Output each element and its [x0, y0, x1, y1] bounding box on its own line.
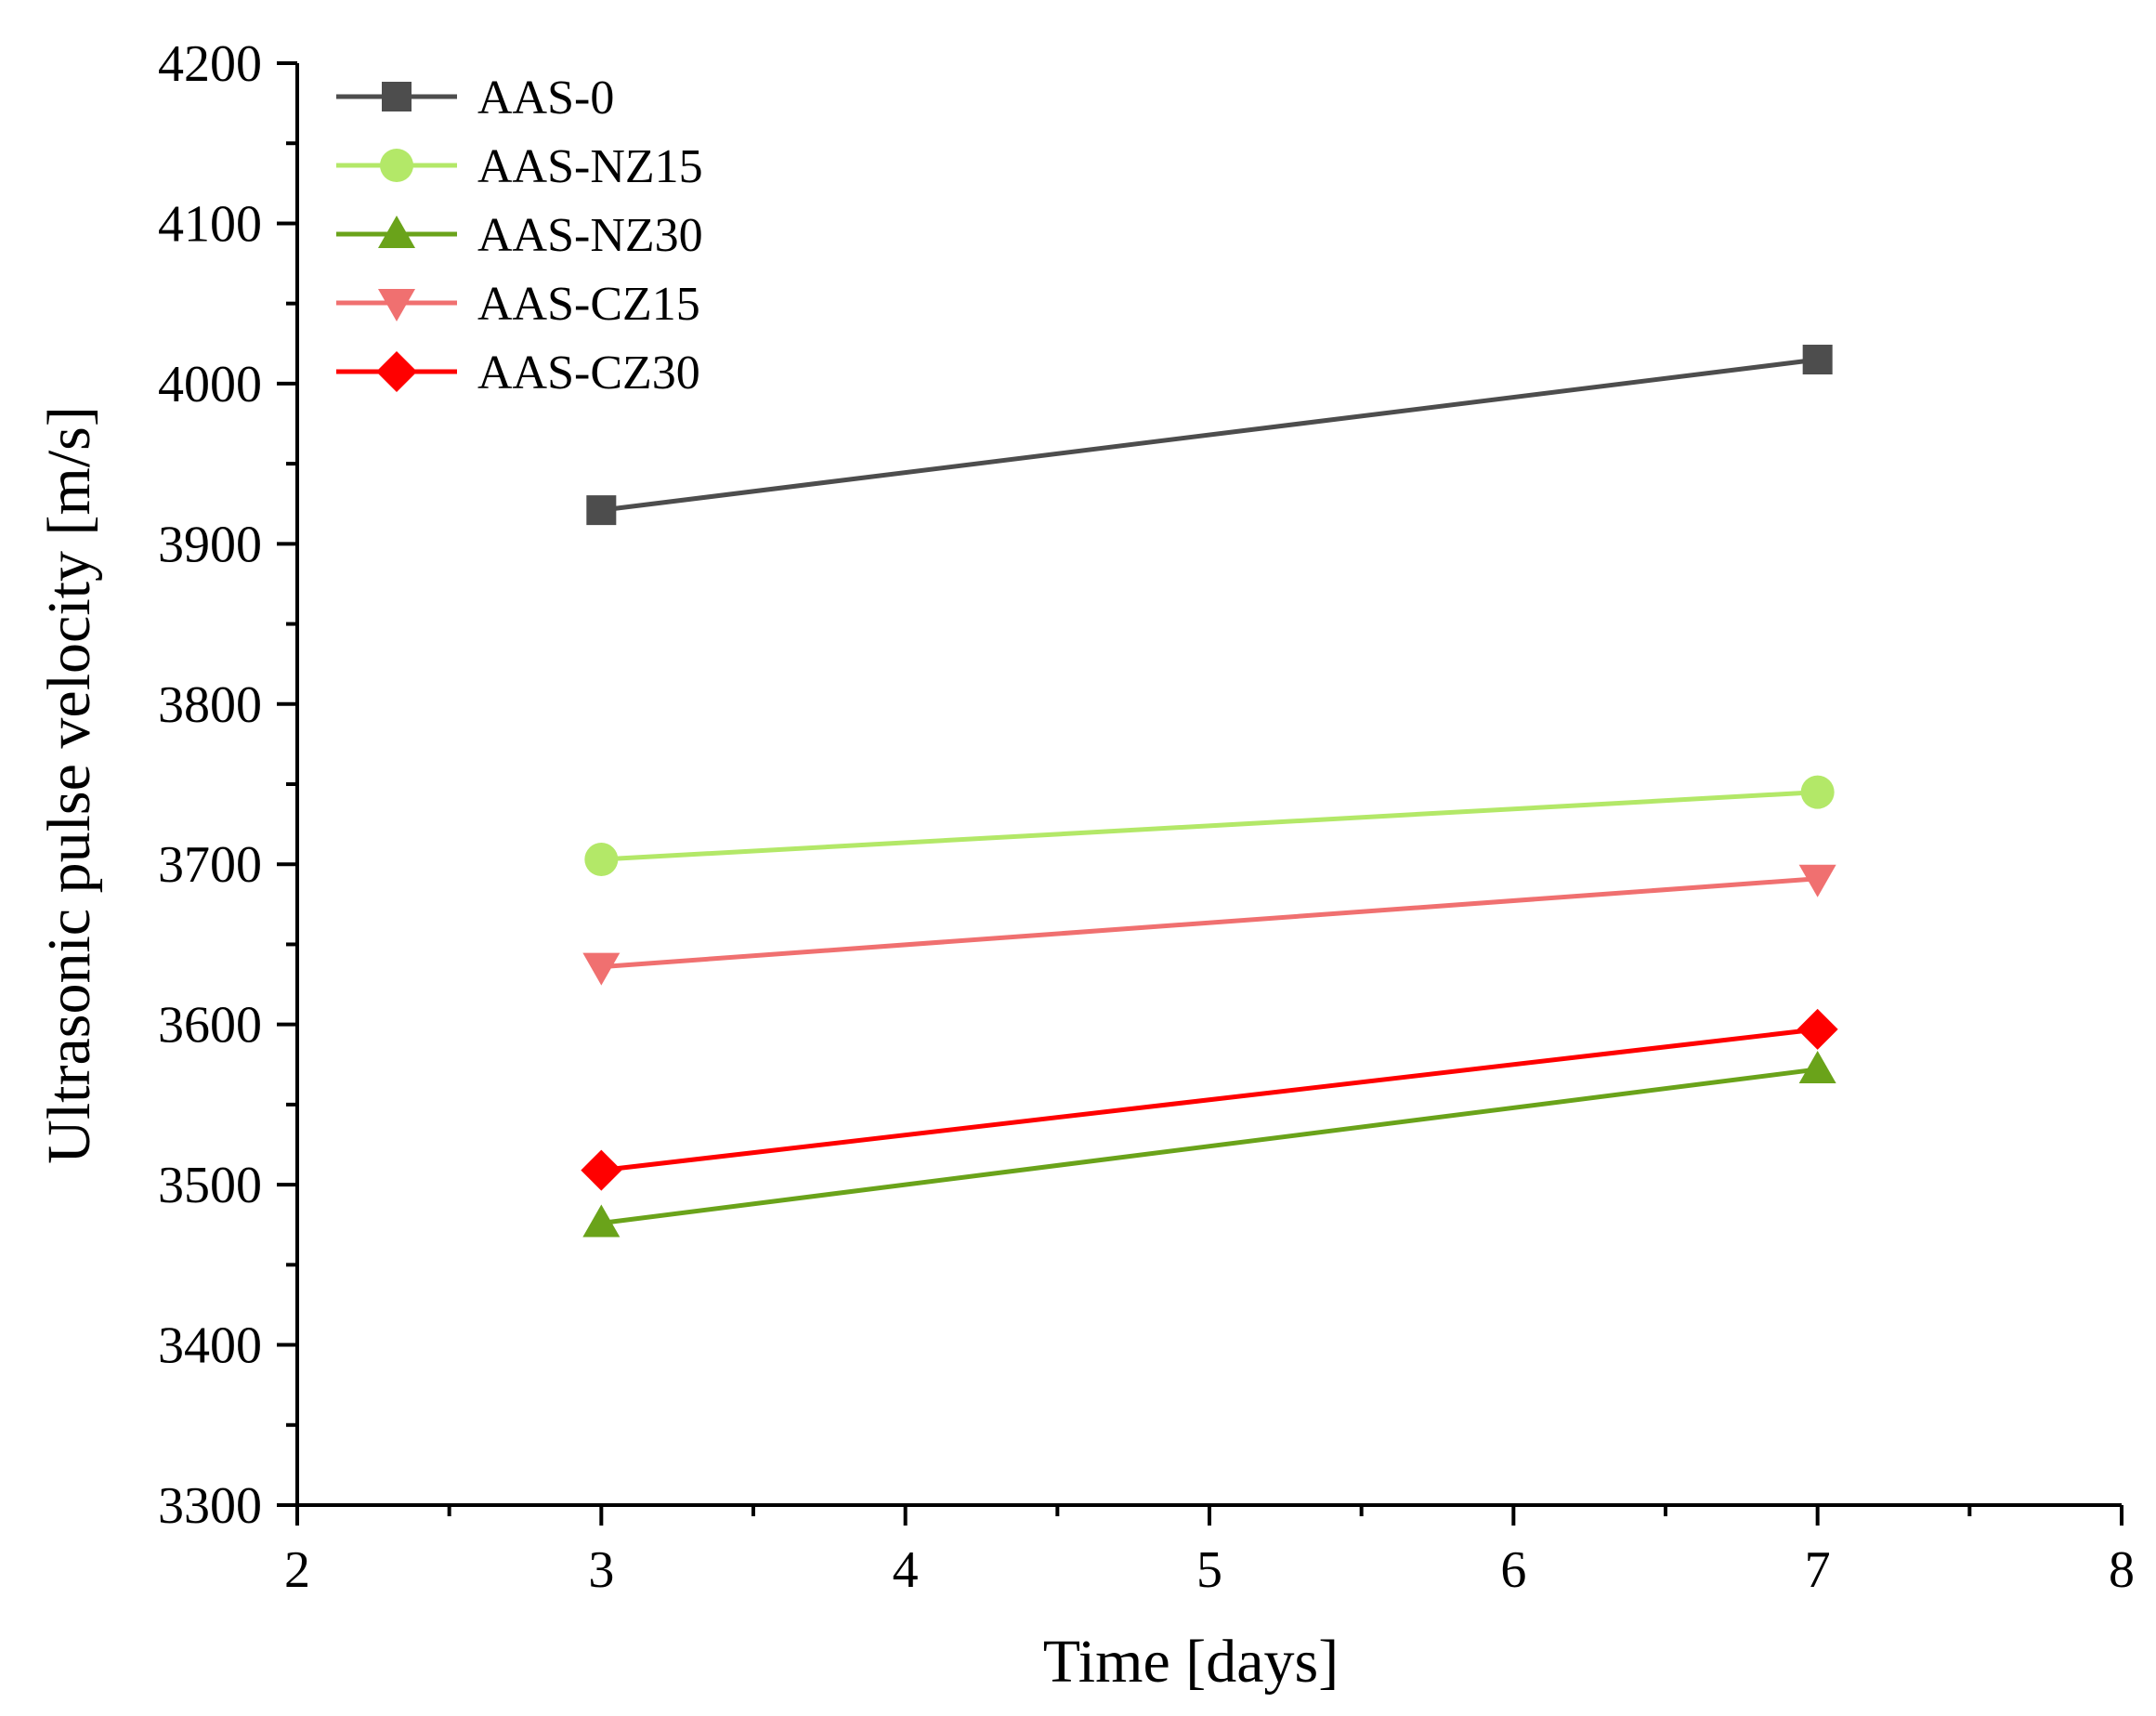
- y-tick-label-4100: 4100: [158, 195, 262, 253]
- data-point-aas-0-day7: [1802, 345, 1833, 375]
- data-point-aas-nz30-day3: [582, 1204, 621, 1238]
- data-point-aas-0-day3: [586, 495, 617, 526]
- legend-marker-aas-nz15: [380, 149, 413, 182]
- x-tick-label-7: 7: [1805, 1541, 1831, 1599]
- legend-label-aas-nz15: AAS-NZ15: [477, 140, 703, 193]
- legend-marker-aas-0: [382, 82, 412, 111]
- x-tick-label-6: 6: [1500, 1541, 1526, 1599]
- y-tick-label-3400: 3400: [158, 1317, 262, 1375]
- data-point-aas-cz15-day3: [582, 952, 621, 986]
- legend-item-aas-nz15: AAS-NZ15: [336, 140, 703, 193]
- series-aas-nz15: [584, 775, 1835, 877]
- data-point-aas-cz15-day7: [1798, 864, 1836, 897]
- legend-label-aas-0: AAS-0: [477, 72, 614, 124]
- series-aas-nz30: [582, 1050, 1836, 1238]
- x-tick-label-3: 3: [588, 1541, 614, 1599]
- data-point-aas-cz30-day7: [1797, 1008, 1838, 1050]
- legend-item-aas-cz15: AAS-CZ15: [336, 278, 700, 331]
- series-line-aas-nz15: [601, 790, 1818, 862]
- y-tick-label-3700: 3700: [158, 836, 262, 894]
- y-tick-label-3500: 3500: [158, 1157, 262, 1214]
- legend-label-aas-cz15: AAS-CZ15: [477, 278, 700, 331]
- x-tick-label-4: 4: [893, 1541, 919, 1599]
- y-tick-label-3600: 3600: [158, 997, 262, 1054]
- y-tick-label-4200: 4200: [158, 35, 262, 93]
- legend-item-aas-cz30: AAS-CZ30: [336, 347, 700, 400]
- legend-item-aas-0: AAS-0: [336, 72, 614, 124]
- y-tick-label-4000: 4000: [158, 356, 262, 413]
- legend-marker-aas-nz30: [378, 216, 415, 248]
- legend-marker-aas-cz15: [378, 289, 415, 321]
- y-axis-title: Ultrasonic pulse velocity [m/s]: [35, 406, 103, 1164]
- series-line-aas-0: [601, 357, 1818, 513]
- series: [581, 345, 1838, 1238]
- data-point-aas-nz15-day7: [1800, 775, 1835, 809]
- data-point-aas-nz30-day7: [1798, 1050, 1836, 1083]
- x-tick-label-2: 2: [284, 1541, 310, 1599]
- series-line-aas-cz15: [601, 876, 1818, 970]
- series-aas-cz15: [582, 864, 1836, 986]
- ticks: 2 3 4 5 6 7 8 3300 3400 3500 3600 3700 3800 3900 4000 4…: [158, 35, 2135, 1599]
- x-tick-label-8: 8: [2109, 1541, 2135, 1599]
- y-tick-label-3300: 3300: [158, 1477, 262, 1535]
- legend-item-aas-nz30: AAS-NZ30: [336, 209, 703, 262]
- data-point-aas-cz30-day3: [581, 1149, 622, 1191]
- series-line-aas-cz30: [601, 1027, 1818, 1173]
- series-aas-cz30: [581, 1008, 1838, 1191]
- y-tick-label-3900: 3900: [158, 516, 262, 573]
- legend-label-aas-nz30: AAS-NZ30: [477, 209, 703, 262]
- x-axis-title: Time [days]: [1043, 1628, 1339, 1696]
- series-aas-0: [586, 345, 1833, 526]
- series-line-aas-nz30: [601, 1067, 1818, 1225]
- legend-marker-aas-cz30: [376, 351, 417, 392]
- legend: AAS-0 AAS-NZ15 AAS-NZ30 AAS-CZ15 AAS-CZ30: [336, 72, 703, 400]
- x-tick-label-5: 5: [1196, 1541, 1222, 1599]
- y-tick-label-3800: 3800: [158, 676, 262, 734]
- data-point-aas-nz15-day3: [584, 843, 619, 877]
- legend-label-aas-cz30: AAS-CZ30: [477, 347, 700, 400]
